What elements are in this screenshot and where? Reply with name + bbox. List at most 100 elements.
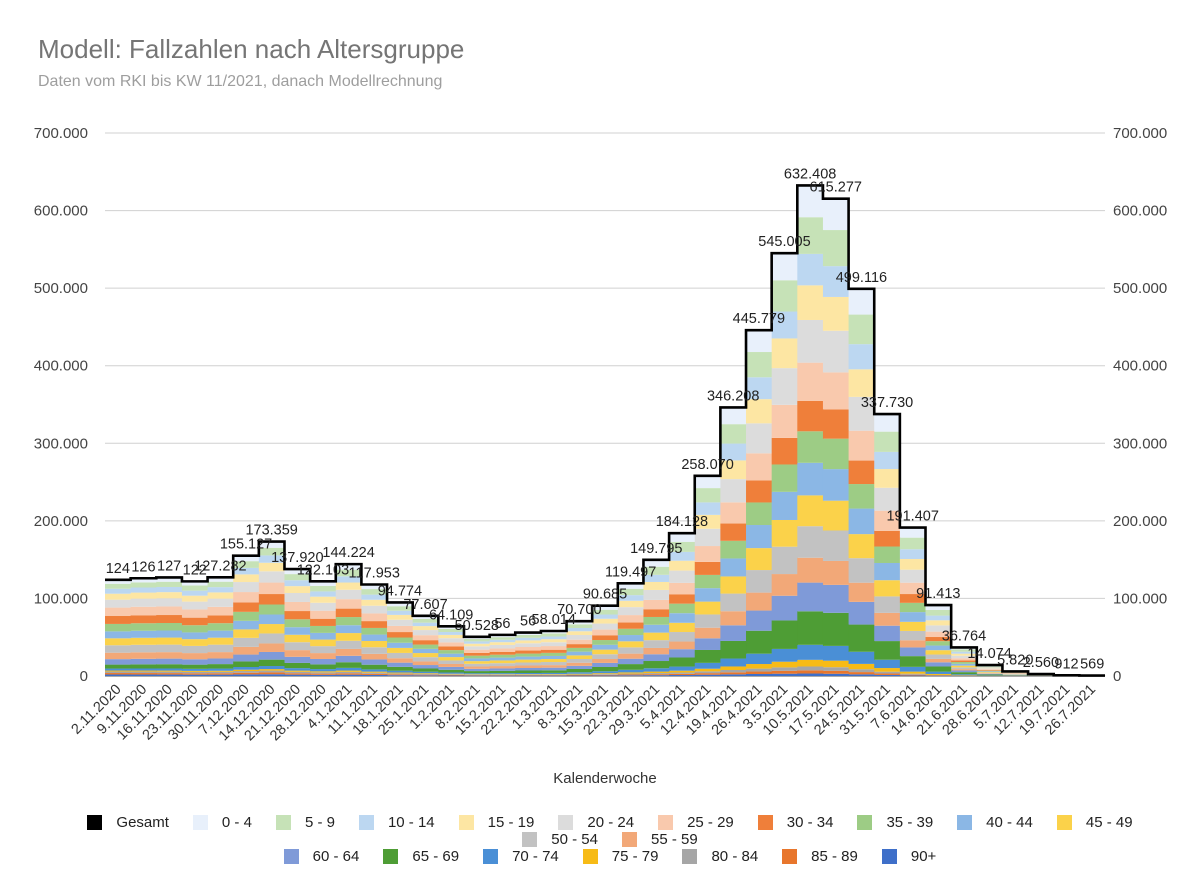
area-segment <box>540 652 568 656</box>
area-segment <box>720 640 747 659</box>
area-segment <box>771 338 798 369</box>
area-segment <box>387 670 414 673</box>
area-segment <box>335 648 363 656</box>
area-segment <box>951 651 978 654</box>
area-segment <box>669 666 696 671</box>
area-segment <box>797 495 824 527</box>
area-segment <box>412 661 439 666</box>
area-segment <box>540 672 568 675</box>
area-segment <box>335 617 363 626</box>
area-segment <box>822 584 850 613</box>
area-segment <box>848 582 875 602</box>
area-segment <box>233 667 260 670</box>
area-segment <box>335 564 363 570</box>
area-segment <box>669 673 696 676</box>
area-segment <box>797 670 824 674</box>
area-segment <box>951 660 978 663</box>
legend-label: 85 - 89 <box>811 847 858 865</box>
legend-label: 65 - 69 <box>412 847 460 865</box>
area-segment <box>387 614 414 620</box>
area-segment <box>105 668 132 671</box>
area-segment <box>130 592 157 599</box>
area-segment <box>387 666 414 671</box>
area-segment <box>489 668 516 671</box>
chart-subtitle: Daten vom RKI bis KW 11/2021, danach Mod… <box>38 73 443 90</box>
area-segment <box>258 614 286 625</box>
area-segment <box>310 646 337 654</box>
area-segment <box>592 629 619 636</box>
area-segment <box>310 653 337 659</box>
area-segment <box>207 587 234 593</box>
legend-item: 60 - 64 <box>283 848 359 865</box>
area-segment <box>207 606 234 616</box>
area-segment <box>105 593 132 600</box>
area-segment <box>310 625 337 633</box>
area-segment <box>361 634 388 641</box>
area-segment <box>669 649 696 658</box>
area-segment <box>105 674 132 676</box>
area-segment <box>951 672 978 675</box>
data-label: 499.116 <box>836 270 887 286</box>
area-segment <box>284 656 311 663</box>
area-segment <box>669 613 696 623</box>
area-segment <box>771 595 798 621</box>
legend-item: 55 - 59 <box>622 831 698 848</box>
area-segment <box>258 541 286 548</box>
area-segment <box>284 593 311 602</box>
legend-item: 80 - 84 <box>682 848 758 865</box>
area-segment <box>156 670 183 672</box>
area-segment <box>617 595 645 601</box>
area-segment <box>335 667 363 671</box>
legend-swatch <box>522 832 538 847</box>
area-segment <box>130 664 157 669</box>
area-segment <box>771 673 798 676</box>
y-tick-label: 400.000 <box>34 358 88 375</box>
area-segment <box>284 650 311 657</box>
area-segment <box>105 583 132 589</box>
area-segment <box>617 583 645 589</box>
area-segment <box>822 469 850 501</box>
area-segment <box>566 624 593 628</box>
area-segment <box>694 502 721 515</box>
area-segment <box>284 642 311 651</box>
area-segment <box>874 596 901 613</box>
area-segment <box>438 632 465 635</box>
area-segment <box>310 671 337 673</box>
area-segment <box>233 654 260 662</box>
area-segment <box>669 551 696 561</box>
area-segment <box>463 649 491 653</box>
area-segment <box>387 673 414 675</box>
area-segment <box>899 656 927 667</box>
data-label: 122 <box>183 562 207 578</box>
area-segment <box>746 570 773 593</box>
area-segment <box>207 658 234 665</box>
area-segment <box>720 611 747 626</box>
area-segment <box>233 611 260 621</box>
area-segment <box>463 638 491 642</box>
area-segment <box>617 673 645 675</box>
area-segment <box>463 643 491 647</box>
area-segment <box>463 658 491 662</box>
area-segment <box>566 658 593 663</box>
area-segment <box>438 675 465 676</box>
area-segment <box>284 580 311 587</box>
area-segment <box>207 644 234 653</box>
data-label: 127.282 <box>194 558 246 574</box>
area-segment <box>694 588 721 602</box>
area-segment <box>515 667 542 671</box>
legend-item: 85 - 89 <box>782 848 858 865</box>
area-segment <box>130 670 157 672</box>
area-segment <box>822 296 850 331</box>
area-segment <box>822 330 850 373</box>
area-segment <box>515 650 542 654</box>
area-segment <box>592 659 619 663</box>
legend-label: Gesamt <box>116 814 169 831</box>
area-segment <box>207 615 234 624</box>
data-label: 126 <box>131 559 155 575</box>
legend-swatch <box>275 815 291 830</box>
area-segment <box>438 634 465 639</box>
area-segment <box>233 661 260 668</box>
area-segment <box>540 674 568 675</box>
area-segment <box>925 637 952 642</box>
area-segment <box>848 460 875 485</box>
